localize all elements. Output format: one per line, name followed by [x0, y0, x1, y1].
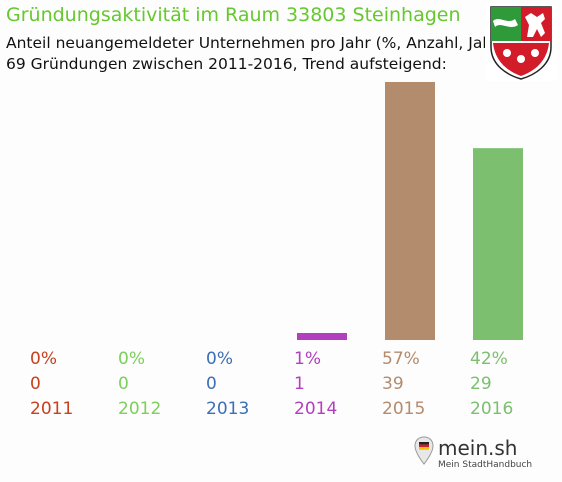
chart-title: Gründungsaktivität im Raum 33803 Steinha…	[6, 4, 461, 26]
count-label-2016: 29	[470, 374, 492, 394]
chart-summary: 69 Gründungen zwischen 2011-2016, Trend …	[6, 55, 447, 73]
percent-label-2016: 42%	[470, 349, 508, 369]
year-label-2013: 2013	[206, 399, 249, 419]
count-label-2015: 39	[382, 374, 404, 394]
percent-label-2012: 0%	[118, 349, 145, 369]
year-label-2012: 2012	[118, 399, 161, 419]
year-label-2016: 2016	[470, 399, 513, 419]
percent-label-2013: 0%	[206, 349, 233, 369]
bar-2016	[473, 148, 523, 340]
year-label-2015: 2015	[382, 399, 425, 419]
percent-label-2011: 0%	[30, 349, 57, 369]
bar-2015	[385, 82, 435, 340]
count-label-2011: 0	[30, 374, 41, 394]
percent-label-2014: 1%	[294, 349, 321, 369]
year-label-2011: 2011	[30, 399, 73, 419]
year-label-2014: 2014	[294, 399, 337, 419]
percent-label-2015: 57%	[382, 349, 420, 369]
bar-2014	[297, 333, 347, 340]
nrw-coat-of-arms-icon	[485, 3, 557, 81]
mein-sh-logo[interactable]: mein.sh Mein StadtHandbuch	[414, 434, 533, 478]
count-label-2014: 1	[294, 374, 305, 394]
count-label-2013: 0	[206, 374, 217, 394]
chart-subtitle: Anteil neuangemeldeter Unternehmen pro J…	[6, 34, 505, 52]
logo-tagline: Mein StadtHandbuch	[438, 460, 533, 470]
location-pin-icon	[414, 436, 434, 465]
count-label-2012: 0	[118, 374, 129, 394]
logo-brand: mein.sh	[438, 436, 518, 460]
